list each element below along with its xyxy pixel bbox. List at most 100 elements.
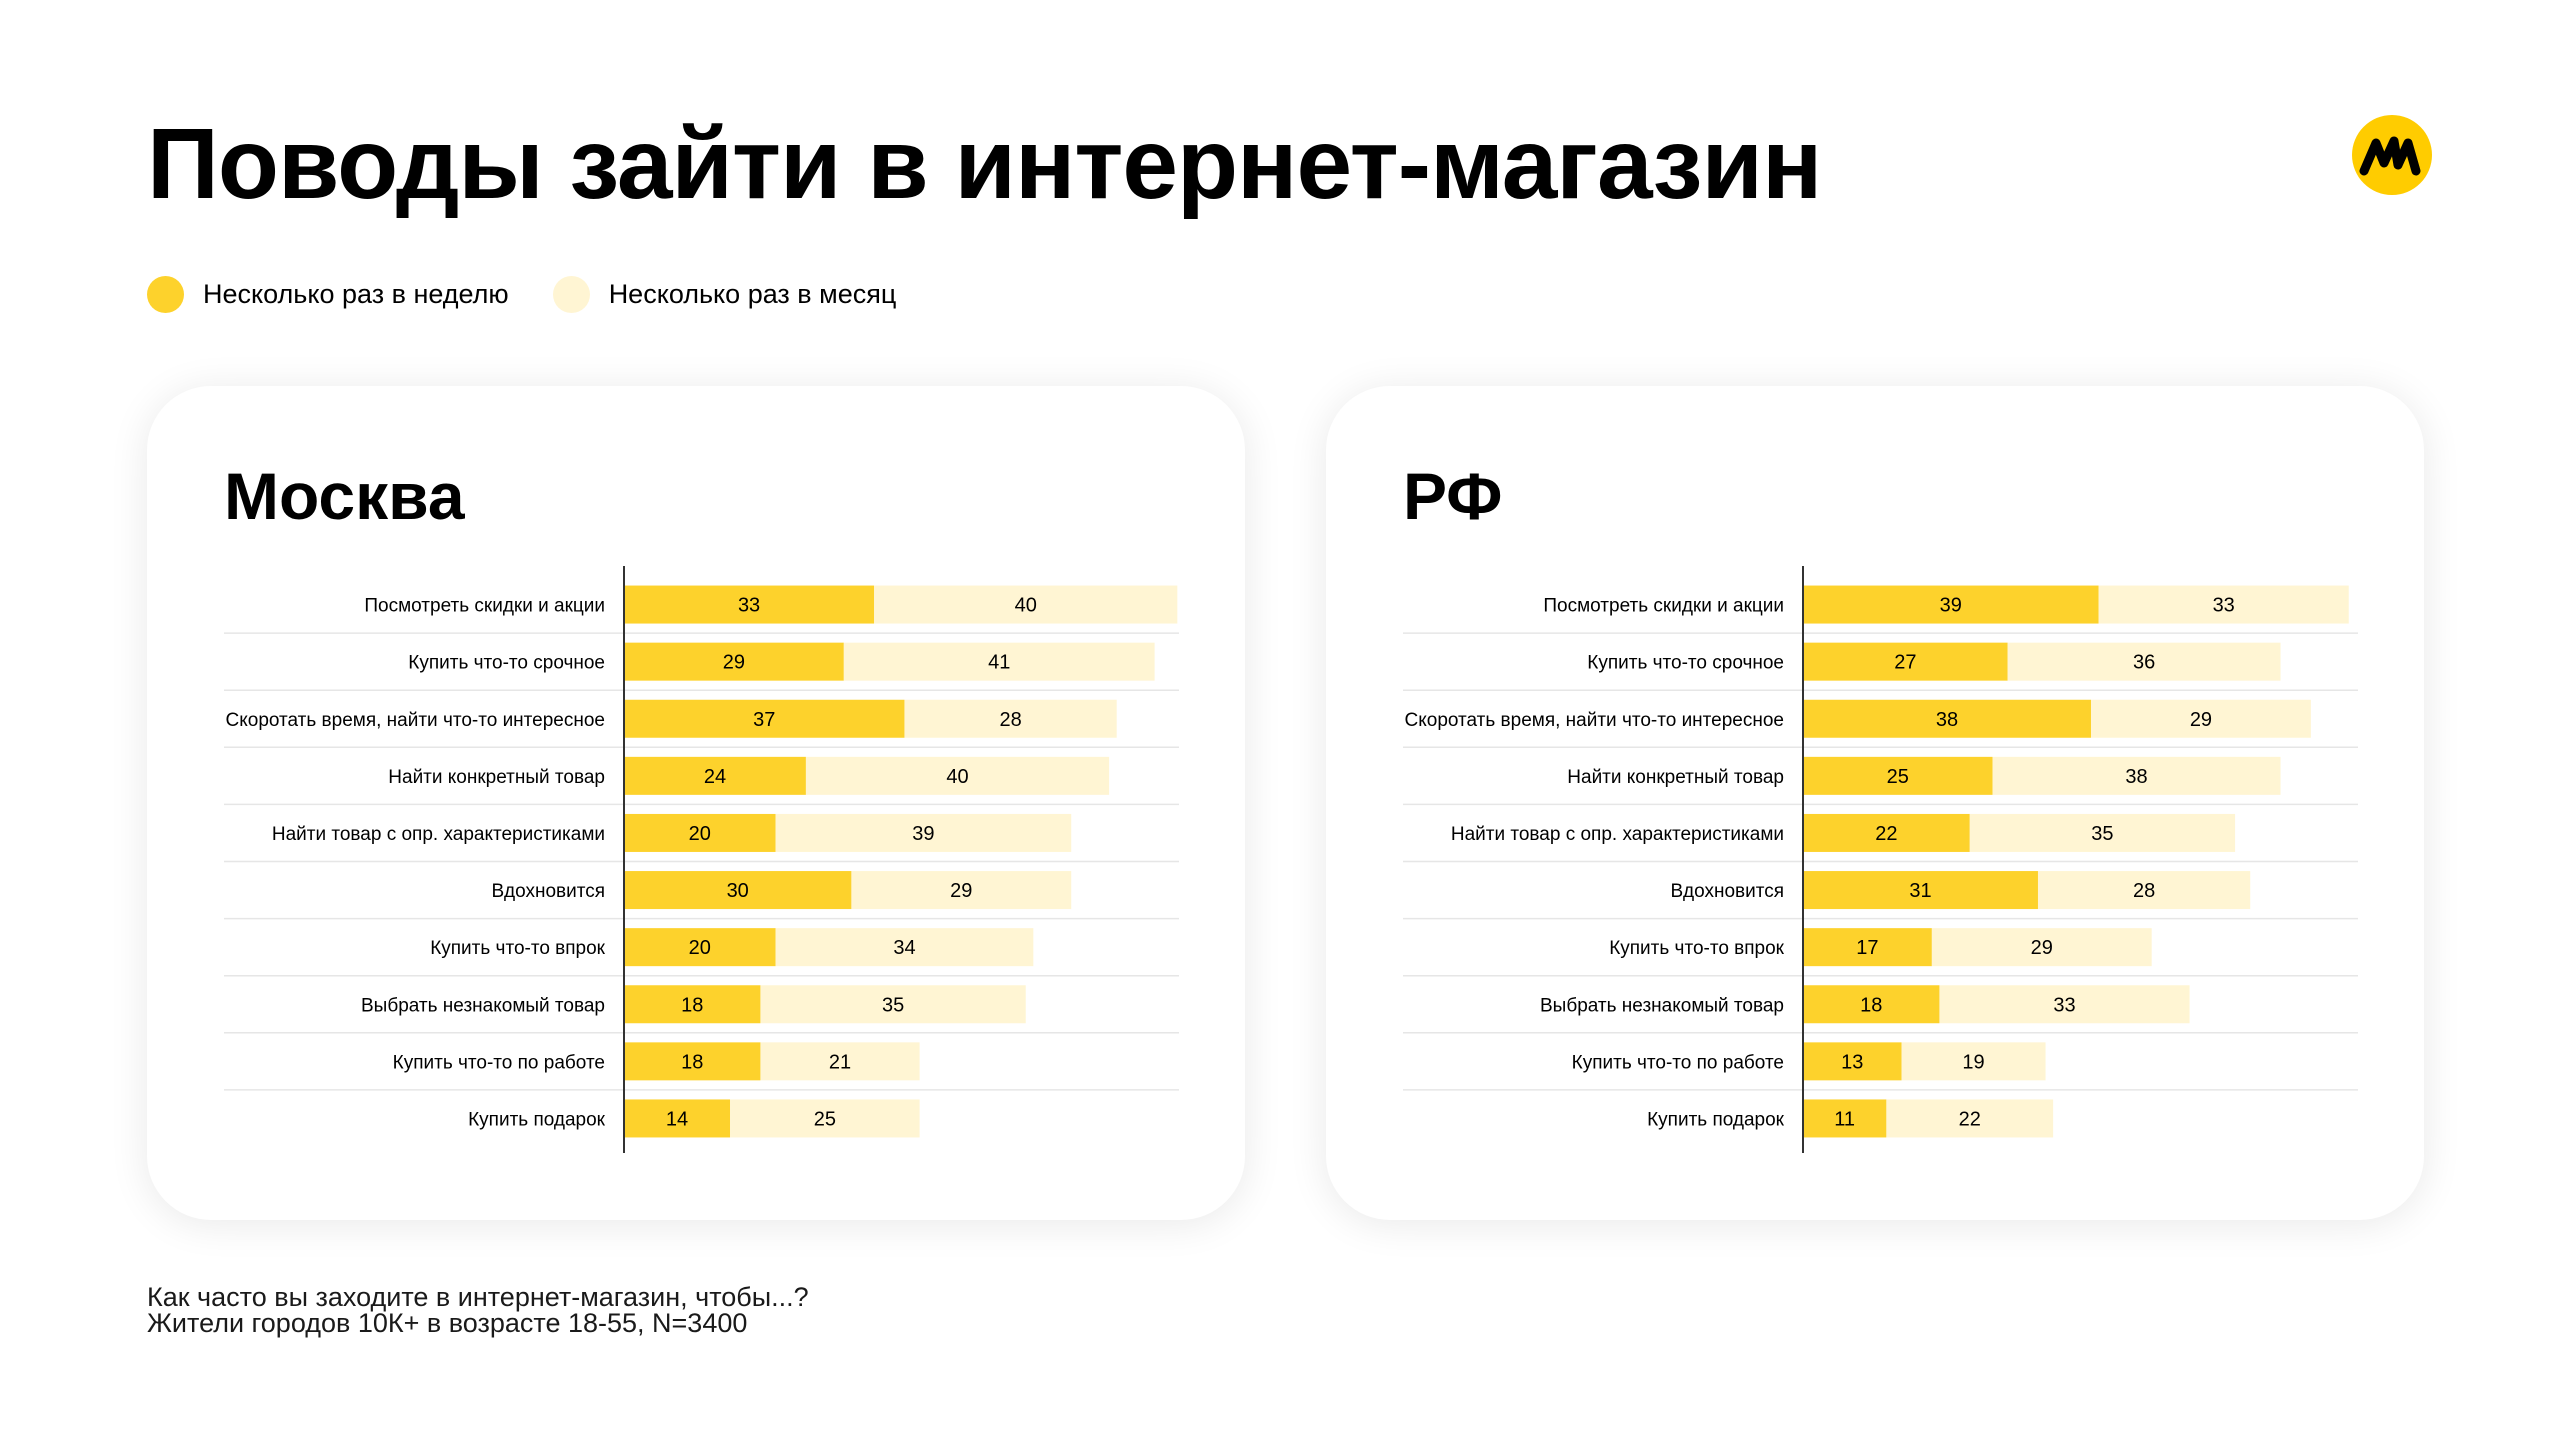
value-label-weekly: 22 [1875, 823, 1897, 845]
value-label-weekly: 30 [727, 880, 749, 902]
chart-card-moscow: Москва Посмотреть скидки и акции 33 40 Купи… [147, 386, 1245, 1220]
value-label-monthly: 34 [893, 937, 915, 959]
bar-weekly [624, 813, 776, 852]
bar-weekly [1803, 871, 2038, 910]
bar-monthly [1939, 985, 2190, 1024]
value-label-monthly: 38 [2125, 766, 2147, 788]
bar-monthly [2098, 585, 2349, 624]
value-label-weekly: 37 [753, 709, 775, 731]
bar-weekly [624, 928, 776, 967]
chart-title-moscow: Москва [224, 459, 465, 533]
value-label-monthly: 40 [946, 766, 968, 788]
value-label-monthly: 29 [950, 880, 972, 902]
bar-weekly [624, 1099, 731, 1138]
bar-weekly [624, 985, 761, 1024]
value-label-monthly: 40 [1015, 595, 1037, 617]
legend-swatch-weekly [147, 275, 184, 313]
footnote-question: Как часто вы заходите в интернет-магазин… [147, 1282, 809, 1312]
category-label: Вдохновится [492, 881, 605, 902]
yandex-market-logo [2352, 115, 2432, 195]
value-label-monthly: 21 [829, 1051, 851, 1073]
category-label: Найти товар с опр. характеристиками [272, 824, 605, 845]
bar-weekly [1803, 928, 1932, 967]
category-label: Найти конкретный товар [388, 767, 605, 788]
value-label-weekly: 20 [689, 937, 711, 959]
value-label-monthly: 35 [2091, 823, 2113, 845]
value-label-monthly: 19 [1962, 1051, 1984, 1073]
bar-monthly [760, 985, 1026, 1024]
bar-monthly [1992, 756, 2281, 795]
value-label-weekly: 39 [1940, 595, 1962, 617]
bar-monthly [760, 1042, 920, 1081]
value-label-weekly: 31 [1909, 880, 1931, 902]
chart-title-russia: РФ [1403, 459, 1503, 533]
bar-weekly [624, 585, 875, 624]
bar-weekly [624, 642, 844, 681]
value-label-monthly: 29 [2190, 709, 2212, 731]
value-label-weekly: 18 [681, 994, 703, 1016]
category-label: Посмотреть скидки и акции [364, 596, 605, 617]
category-label: Купить подарок [468, 1109, 606, 1130]
category-label: Купить что-то впрок [1609, 938, 1784, 959]
bar-monthly [2091, 699, 2311, 738]
value-label-weekly: 33 [738, 595, 760, 617]
value-label-weekly: 38 [1936, 709, 1958, 731]
bar-monthly [730, 1099, 920, 1138]
bar-weekly [1803, 813, 1970, 852]
bar-monthly [2007, 642, 2281, 681]
category-label: Выбрать незнакомый товар [361, 995, 605, 1016]
bar-monthly [805, 756, 1110, 795]
bar-monthly [1931, 928, 2152, 967]
category-label: Скоротать время, найти что-то интересное [226, 710, 606, 731]
bar-weekly [1803, 985, 1940, 1024]
bar-weekly [1803, 1099, 1887, 1138]
bar-weekly [1803, 699, 2092, 738]
value-label-monthly: 41 [988, 652, 1010, 674]
legend-item-weekly: Несколько раз в неделю [147, 275, 509, 313]
value-label-weekly: 14 [666, 1108, 688, 1130]
category-label: Купить подарок [1647, 1109, 1785, 1130]
legend-label-weekly: Несколько раз в неделю [203, 278, 509, 309]
category-label: Найти товар с опр. характеристиками [1451, 824, 1784, 845]
value-label-weekly: 17 [1856, 937, 1878, 959]
legend: Несколько раз в неделю Несколько раз в м… [147, 274, 940, 314]
value-label-weekly: 20 [689, 823, 711, 845]
page-title: Поводы зайти в интернет-магазин [147, 108, 1822, 220]
chart-card-russia: РФ Посмотреть скидки и акции 39 33 Купить ч… [1326, 386, 2424, 1220]
value-label-monthly: 33 [2213, 595, 2235, 617]
category-label: Скоротать время, найти что-то интересное [1405, 710, 1785, 731]
value-label-monthly: 28 [2133, 880, 2155, 902]
value-label-weekly: 24 [704, 766, 726, 788]
bar-weekly [1803, 756, 1993, 795]
value-label-weekly: 13 [1841, 1051, 1863, 1073]
value-label-weekly: 29 [723, 652, 745, 674]
bar-monthly [775, 928, 1034, 967]
bar-monthly [775, 813, 1072, 852]
bar-weekly [1803, 585, 2099, 624]
footnote-sample: Жители городов 10К+ в возрасте 18-55, N=… [147, 1308, 748, 1338]
value-label-monthly: 33 [2053, 994, 2075, 1016]
value-label-monthly: 28 [999, 709, 1021, 731]
logo-mark-icon [2359, 136, 2421, 176]
category-label: Купить что-то по работе [1572, 1052, 1784, 1073]
category-label: Купить что-то по работе [393, 1052, 605, 1073]
bar-weekly [624, 756, 806, 795]
bar-weekly [624, 1042, 761, 1081]
bar-monthly [2037, 871, 2251, 910]
legend-swatch-monthly [552, 275, 590, 313]
footnote: Как часто вы заходите в интернет-магазин… [147, 1282, 809, 1338]
value-label-weekly: 27 [1894, 652, 1916, 674]
value-label-weekly: 11 [1834, 1108, 1855, 1130]
value-label-weekly: 25 [1887, 766, 1909, 788]
value-label-monthly: 36 [2133, 652, 2155, 674]
bar-weekly [624, 699, 905, 738]
bar-weekly [624, 871, 852, 910]
bar-weekly [1803, 1042, 1902, 1081]
value-label-monthly: 29 [2031, 937, 2053, 959]
legend-item-monthly: Несколько раз в месяц [552, 275, 896, 313]
category-label: Выбрать незнакомый товар [1540, 995, 1784, 1016]
bar-monthly [1901, 1042, 2046, 1081]
bar-chart-moscow: Посмотреть скидки и акции 33 40 Купить что-… [224, 566, 1179, 1153]
value-label-monthly: 25 [814, 1108, 836, 1130]
bar-monthly [843, 642, 1155, 681]
